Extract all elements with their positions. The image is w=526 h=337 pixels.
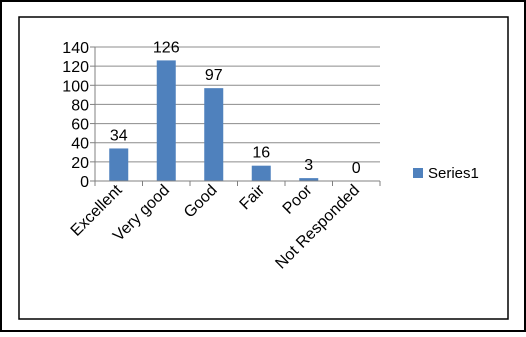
data-label: 97 (205, 67, 223, 84)
y-tick-label: 40 (71, 136, 89, 153)
y-tick-label: 80 (71, 97, 89, 114)
data-label: 16 (252, 145, 270, 162)
legend-swatch (413, 168, 423, 178)
bar-poor (299, 178, 319, 181)
y-tick-label: 0 (80, 174, 89, 191)
bar-good (204, 88, 224, 181)
y-tick-label: 20 (71, 155, 89, 172)
y-axis-ticks: 0 20 40 60 80 100 120 140 (62, 40, 95, 191)
data-label: 34 (110, 127, 128, 144)
data-label: 3 (304, 157, 313, 174)
legend-label: Series1 (428, 165, 479, 182)
y-tick-label: 60 (71, 117, 89, 134)
y-tick-label: 100 (62, 78, 89, 95)
data-label: 0 (352, 160, 361, 177)
bar-fair (251, 165, 271, 181)
axes (94, 47, 381, 186)
data-label: 126 (153, 39, 180, 56)
y-tick-label: 140 (62, 40, 89, 57)
bar-very-good (156, 60, 176, 181)
y-tick-label: 120 (62, 59, 89, 76)
bars (109, 60, 319, 181)
legend: Series1 (413, 165, 479, 182)
gridlines (95, 46, 380, 163)
data-labels: 34 126 97 16 3 0 (110, 39, 361, 177)
bar-excellent (109, 148, 129, 181)
